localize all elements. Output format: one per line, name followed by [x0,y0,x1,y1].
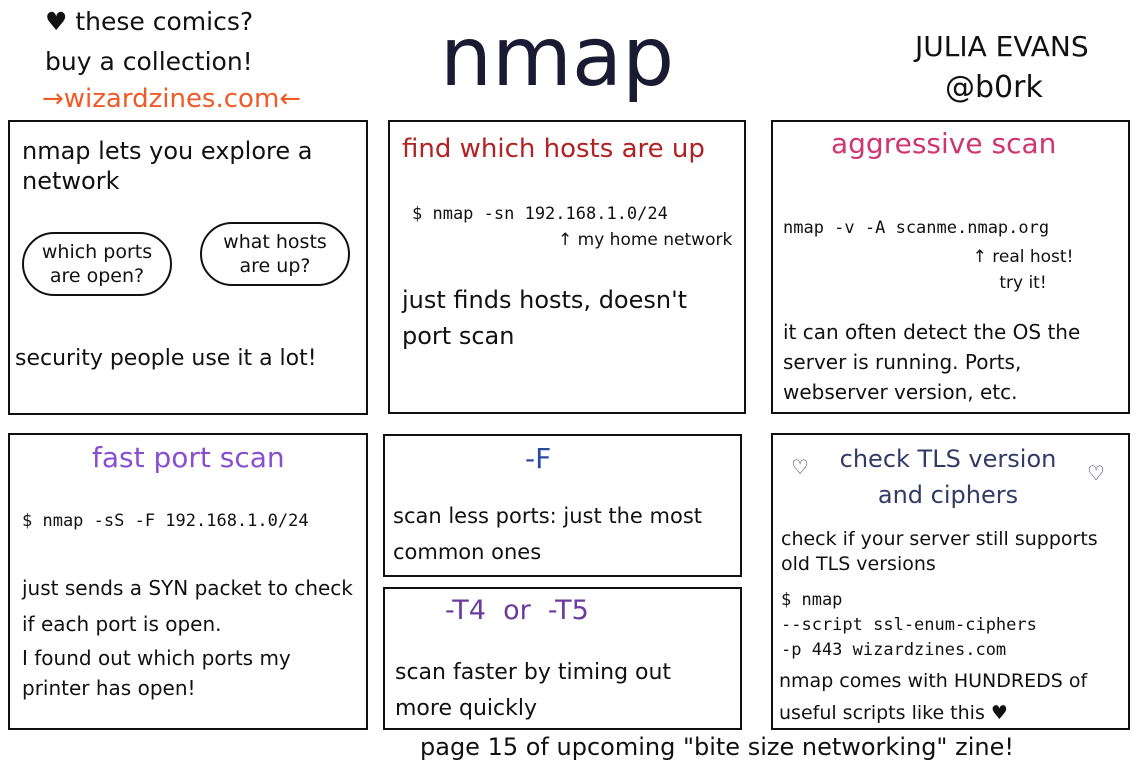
page-title: nmap [440,10,675,105]
panel-title: find which hosts are up [402,134,705,164]
command-line: -p 443 wizardzines.com [781,640,1007,660]
footer-note: page 15 of upcoming "bite size networkin… [420,733,1014,761]
annotation: ↑ real host! try it! [972,247,1074,293]
panel-title: -F [525,442,552,475]
panel-text: check if your server still supports old … [781,528,1098,575]
thought-cloud: which ports are open? [22,232,172,296]
panel-tls: check TLS version and ciphers ♡ ♡ check … [771,433,1130,730]
command: $ nmap --script ssl-enum-ciphers -p 443 … [781,588,1037,663]
handle: @b0rk [945,70,1043,105]
panel-text: just sends a SYN packet to check if each… [22,576,353,636]
panel-title: -T4 or -T5 [445,595,589,626]
panel-f: -F scan less ports: just the most common… [383,434,742,577]
command: nmap -v -A scanme.nmap.org [783,218,1050,238]
panel-text: it can often detect the OS the server is… [783,320,1081,404]
panel-title: fast port scan [92,441,285,474]
panel-intro: nmap lets you explore a network which po… [8,120,368,415]
heart-icon: ♡ [791,455,809,479]
panel-text: security people use it a lot! [15,346,317,371]
thought-cloud: what hosts are up? [200,222,350,286]
command-line: $ nmap [781,590,843,610]
panel-title: check TLS version and ciphers [839,445,1057,509]
promo: ♥ these comics? buy a collection! [45,2,253,82]
panel-text: just finds hosts, doesn't port scan [402,286,688,350]
panel-fast: fast port scan $ nmap -sS -F 192.168.1.0… [8,433,368,730]
command: $ nmap -sn 192.168.1.0/24 [412,204,668,224]
promo-line: ♥ these comics? [45,7,254,36]
annotation: ↑ my home network [558,230,733,250]
promo-link[interactable]: →wizardzines.com← [42,84,302,114]
command-line: --script ssl-enum-ciphers [781,615,1037,635]
panel-text: I found out which ports my printer has o… [22,646,291,700]
panel-title: aggressive scan [831,127,1057,160]
panel-aggressive: aggressive scan nmap -v -A scanme.nmap.o… [771,120,1130,414]
command: $ nmap -sS -F 192.168.1.0/24 [22,511,309,531]
panel-text: scan less ports: just the most common on… [393,504,703,564]
panel-text: scan faster by timing out more quickly [395,660,672,721]
panel-text: nmap comes with HUNDREDS of useful scrip… [779,670,1088,724]
panel-hosts: find which hosts are up $ nmap -sn 192.1… [388,120,746,414]
author: JULIA EVANS [915,30,1089,63]
panel-t4: -T4 or -T5 scan faster by timing out mor… [383,587,742,730]
heart-icon: ♡ [1087,461,1105,485]
panel-text: nmap lets you explore a network [22,137,313,195]
promo-line: buy a collection! [45,47,253,76]
